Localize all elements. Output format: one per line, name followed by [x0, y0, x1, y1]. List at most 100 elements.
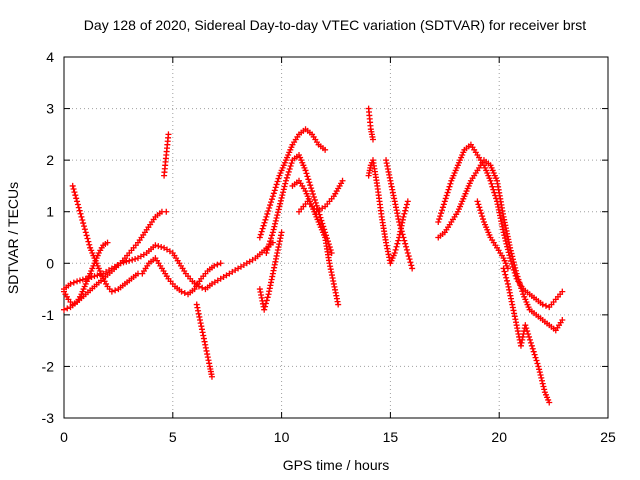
- data-point: [541, 386, 548, 393]
- data-point: [303, 170, 310, 177]
- series-track-10: [256, 229, 285, 313]
- data-point: [70, 186, 77, 193]
- data-point: [487, 177, 494, 184]
- data-point: [279, 192, 286, 199]
- data-point: [275, 175, 282, 182]
- data-point: [196, 313, 203, 320]
- data-point: [163, 208, 170, 215]
- x-tick-label: 0: [60, 429, 68, 445]
- data-point: [75, 204, 82, 211]
- data-point: [528, 342, 535, 349]
- data-point: [407, 259, 414, 266]
- data-point: [155, 243, 162, 250]
- data-point: [396, 222, 403, 229]
- data-point: [64, 305, 71, 312]
- data-point: [546, 399, 553, 406]
- data-point: [479, 213, 486, 220]
- data-point: [272, 184, 279, 191]
- data-point: [263, 213, 270, 220]
- data-point: [533, 357, 540, 364]
- data-point: [527, 339, 534, 346]
- data-point: [445, 186, 452, 193]
- data-point: [440, 201, 447, 208]
- data-point: [152, 242, 159, 249]
- data-point: [525, 331, 532, 338]
- data-point: [308, 185, 315, 192]
- data-point: [507, 247, 514, 254]
- data-point: [262, 300, 269, 307]
- data-point: [268, 199, 275, 206]
- data-point: [443, 192, 450, 199]
- data-point: [278, 229, 285, 236]
- data-point: [436, 216, 443, 223]
- data-point: [83, 232, 90, 239]
- data-point: [327, 247, 334, 254]
- data-point: [197, 317, 203, 324]
- data-point: [475, 201, 482, 208]
- data-point: [403, 201, 410, 208]
- data-point: [261, 306, 268, 313]
- data-point: [91, 273, 98, 280]
- y-tick-label: 4: [46, 49, 54, 65]
- data-point: [400, 213, 407, 220]
- data-point: [276, 203, 283, 210]
- data-point: [270, 226, 277, 233]
- data-point: [398, 228, 405, 235]
- data-point: [61, 306, 67, 313]
- data-point: [195, 307, 202, 314]
- data-point: [204, 354, 211, 361]
- data-point: [518, 285, 525, 292]
- data-point: [559, 288, 566, 295]
- data-point: [305, 176, 312, 183]
- data-point: [74, 201, 81, 208]
- data-point: [199, 284, 206, 291]
- data-point: [206, 360, 213, 367]
- data-point: [309, 188, 316, 195]
- data-point: [285, 168, 292, 175]
- data-point: [71, 189, 78, 196]
- data-point: [394, 240, 401, 247]
- data-point: [537, 372, 544, 379]
- data-point: [79, 276, 86, 283]
- data-point: [266, 241, 273, 248]
- series-track-17: [435, 157, 566, 334]
- data-point: [77, 210, 84, 217]
- data-point: [400, 234, 407, 241]
- series-track-1: [61, 239, 276, 293]
- data-point: [519, 288, 526, 295]
- x-tick-label: 20: [491, 429, 507, 445]
- data-point: [280, 186, 287, 193]
- data-point: [195, 310, 202, 317]
- data-point: [507, 244, 514, 251]
- series-track-15: [383, 157, 416, 272]
- data-point: [532, 354, 539, 361]
- y-tick-label: 3: [46, 101, 54, 117]
- data-point: [85, 238, 92, 245]
- data-point: [274, 212, 281, 219]
- data-point: [302, 167, 309, 174]
- data-point: [261, 219, 268, 226]
- chart-title: Day 128 of 2020, Sidereal Day-to-day VTE…: [84, 17, 586, 33]
- data-point: [307, 182, 314, 189]
- data-point: [274, 209, 281, 216]
- data-point: [488, 180, 495, 187]
- data-point: [78, 213, 85, 220]
- data-point: [76, 207, 83, 214]
- data-point: [258, 228, 265, 235]
- series-track-9: [263, 151, 335, 256]
- data-point: [406, 256, 413, 263]
- data-point: [268, 232, 275, 239]
- data-point: [439, 207, 446, 214]
- data-point: [369, 136, 376, 143]
- data-point: [69, 182, 76, 189]
- data-point: [82, 229, 89, 236]
- data-point: [199, 329, 206, 336]
- data-point: [489, 183, 496, 190]
- data-point: [536, 366, 543, 373]
- data-point: [559, 317, 566, 324]
- data-point: [310, 193, 317, 200]
- data-point: [402, 240, 409, 247]
- data-point: [132, 255, 139, 262]
- data-point: [181, 289, 188, 296]
- data-point: [439, 204, 446, 211]
